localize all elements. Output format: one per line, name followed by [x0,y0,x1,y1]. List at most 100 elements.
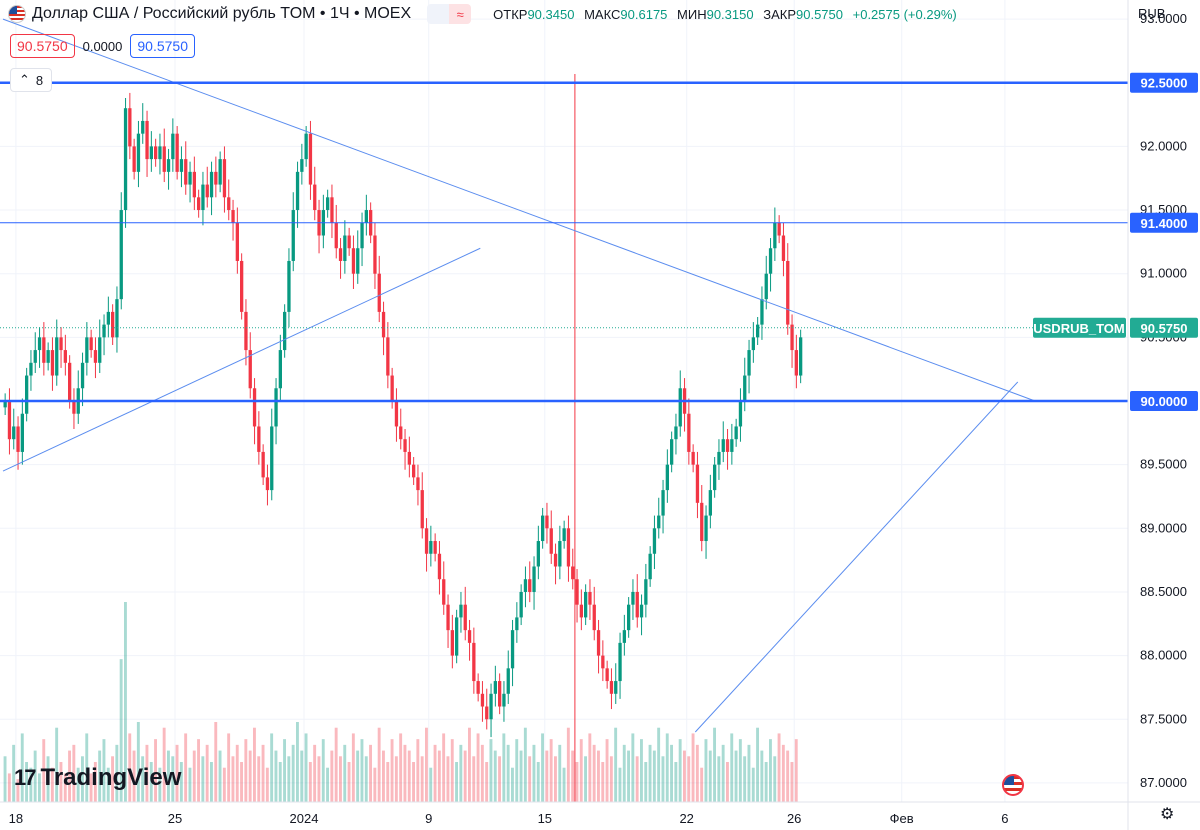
compare-off-icon[interactable] [427,4,450,24]
candle [510,619,515,687]
candle-body [515,617,519,631]
volume-bar [205,744,209,802]
candle-body [360,222,364,249]
candle-body [725,439,730,452]
symbol-title[interactable]: Доллар США / Российский рубль TOM • 1Ч •… [32,5,412,22]
volume-bar [300,750,304,802]
volume-bar [571,750,575,802]
price-axis[interactable]: 87.0000 87.5000 88.0000 88.5000 89.0000 89.50… [1033,0,1198,830]
candle-body [768,248,773,274]
candle-body [635,591,639,618]
volume-bar [261,744,265,802]
candle-body [72,401,76,414]
candle-body [420,490,424,529]
candle [424,518,429,572]
volume-bar [412,762,415,802]
volume-bar [124,602,127,802]
candle [493,665,497,707]
buy-price-button[interactable]: 90.5750 [130,34,195,58]
volume-bar [274,750,278,802]
compare-wave-icon[interactable]: ≈ [449,4,472,24]
candle-body [627,604,631,631]
x-tick-label: 15 [538,811,552,826]
candle [799,329,803,384]
candle-body [394,401,399,427]
symbol-tag[interactable] [1033,317,1126,338]
last-price-label: 90.5750 [1141,321,1188,336]
volume-bar [244,739,248,802]
settings-gear-icon[interactable]: ⚙ [1160,806,1175,823]
tradingview-logo[interactable]: 17 TradingView [14,764,181,792]
candle [545,502,549,544]
candle [364,194,368,236]
candle-body [20,413,24,452]
volume-bar [700,767,704,802]
candle [295,161,300,228]
volume-bar [781,744,785,802]
y-tick-label: 88.0000 [1140,648,1187,663]
price-level-tag[interactable] [1130,391,1198,411]
currency-selector[interactable]: RUB [1138,6,1166,21]
volume-bar [708,750,712,802]
volume-bar [416,739,420,802]
candle [605,660,609,689]
volume-bar [661,756,665,802]
candle-body [579,604,583,618]
candle-body [16,426,20,452]
volume-bar [171,756,175,802]
x-tick-label: 25 [168,811,182,826]
candle-body [506,668,510,694]
trend-line[interactable] [694,381,1019,733]
candle [343,220,347,274]
volume-bar [351,733,355,802]
candle-body [407,451,411,465]
candle-body [326,197,330,211]
candle-body [790,324,794,351]
indicators-toggle[interactable]: ⌃ 8 [10,68,53,92]
candle-body [450,630,454,656]
sell-price-button[interactable]: 90.5750 [10,34,75,58]
volume-bar [644,762,648,802]
volume-bar [566,727,570,802]
volume-bar [235,744,239,802]
candle [652,515,657,570]
trend-line[interactable] [2,247,481,472]
candle [442,561,446,615]
candle-body [592,604,596,631]
candle [596,619,601,674]
last-price-tag[interactable] [1130,317,1198,338]
candle-body [7,401,12,440]
volume-bar [29,767,33,802]
x-tick-label: Фев [890,811,914,826]
volume-bar [485,762,489,802]
candle [682,378,687,432]
compare-toggle[interactable]: ≈ [427,4,472,24]
volume-bar [760,750,764,802]
candle-body [622,630,626,643]
drawing-lines[interactable] [0,18,1128,802]
price-level-tag[interactable] [1130,72,1198,93]
candle [725,429,730,470]
candle-body [472,642,476,682]
candle-body [717,451,721,465]
us-flag-icon[interactable] [1002,774,1024,796]
volume-bar [777,733,781,802]
candle [80,352,85,407]
price-level-tag[interactable] [1130,212,1198,233]
candle [751,322,755,363]
volume-bar [390,739,394,802]
x-tick-label: 2024 [290,811,319,826]
x-tick-label: 9 [425,811,432,826]
candle-body [764,273,768,300]
candle-body [197,197,201,211]
volume-bar [102,739,106,802]
volume-bar [76,767,80,802]
time-axis[interactable]: 18 25 2024 9 15 22 26 Фев 6 [0,801,1200,826]
candle-body [730,439,734,452]
volume-bar [265,767,269,802]
volume-bar [210,762,213,802]
candle-body [3,401,7,408]
candle-body [132,146,136,172]
candle-body [566,528,571,567]
